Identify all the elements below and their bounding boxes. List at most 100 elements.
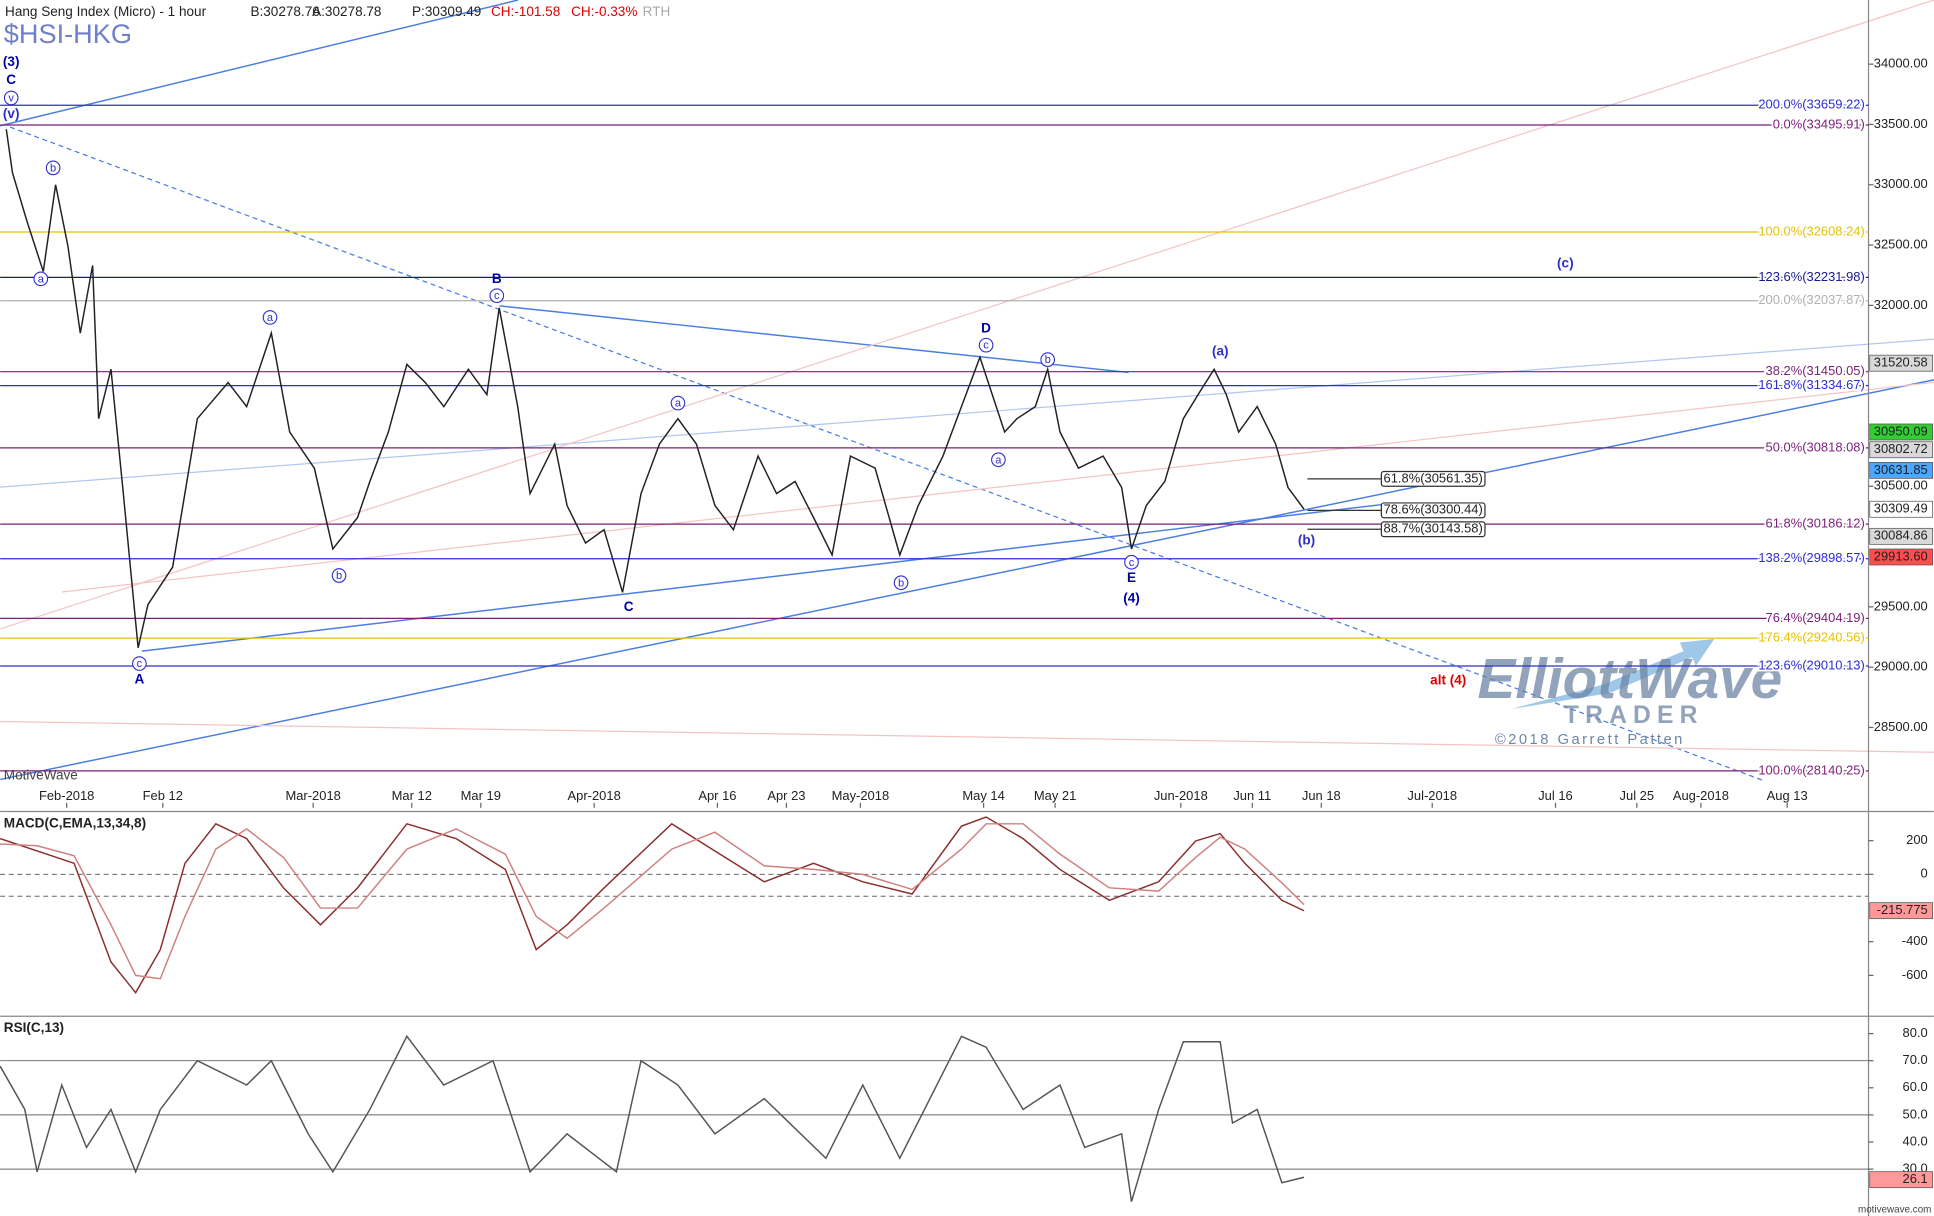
y-tick-label: 40.0 (1903, 1133, 1928, 1148)
y-tick-label: 32000.00 (1874, 297, 1928, 312)
wave-circle (331, 568, 347, 583)
quote-bid: B:30278.76 (250, 4, 319, 19)
wave-circle (132, 656, 147, 671)
wave-label: (v) (3, 106, 20, 121)
fib-label: 123.6%(29010.13) (1758, 657, 1864, 672)
wave-label: a (267, 312, 274, 324)
y-tick-label: 29500.00 (1874, 598, 1928, 613)
logo-copyright: ©2018 Garrett Patten (1495, 732, 1685, 748)
y-tick-label: 30500.00 (1874, 478, 1928, 493)
wave-label: B (492, 271, 502, 286)
watermark: MotiveWave (4, 767, 78, 782)
price-tag-label: 30309.49 (1874, 501, 1928, 516)
quote-change: CH:-101.58 (491, 4, 560, 19)
quote-ask: A:30278.78 (312, 4, 381, 19)
wave-circle (670, 395, 686, 411)
symbol: $HSI-HKG (4, 18, 132, 49)
fib-label: 76.4%(29404.19) (1766, 610, 1865, 625)
x-tick-label: Jun 18 (1302, 788, 1341, 803)
y-tick-label: -600 (1902, 967, 1928, 982)
logo-arrow (1510, 638, 1715, 710)
price-tag (1869, 461, 1934, 479)
wave-label: b (898, 577, 904, 589)
price-tag-label: 31520.58 (1874, 355, 1928, 370)
macd-title: MACD(C,EMA,13,34,8) (4, 815, 146, 830)
price-tag-label: 29913.60 (1874, 548, 1928, 563)
trend-line (61, 381, 1934, 593)
y-tick-label: 32500.00 (1874, 236, 1928, 251)
wave-circle (1040, 352, 1056, 367)
trend-line (0, 338, 1934, 488)
x-tick-label: Feb-2018 (39, 788, 94, 803)
y-tick-label: 28500.00 (1874, 719, 1928, 734)
trend-line (499, 305, 1129, 374)
y-tick-label: 29000.00 (1874, 659, 1928, 674)
x-tick-label: Aug-2018 (1673, 788, 1729, 803)
y-tick-label: 34000.00 (1874, 56, 1928, 71)
wave-label: C (624, 599, 634, 614)
retracement-label: 78.6%(30300.44) (1384, 502, 1483, 517)
wave-label: A (134, 671, 144, 686)
y-tick-label: 0 (1921, 866, 1928, 881)
y-tick-label: 60.0 (1903, 1079, 1928, 1094)
fib-label: 38.2%(31450.05) (1766, 363, 1865, 378)
wave-circle (1124, 554, 1139, 570)
retracement-label: 61.8%(30561.35) (1384, 470, 1483, 485)
wave-circle (45, 160, 61, 176)
y-tick-label: 33000.00 (1874, 176, 1928, 191)
fib-label: 61.8%(30186.12) (1766, 516, 1865, 531)
price-tag-label: 30084.86 (1874, 528, 1928, 543)
trend-line (0, 720, 1934, 753)
price-tag (1869, 441, 1934, 459)
wave-label: b (336, 570, 342, 582)
price-tag (1869, 423, 1934, 441)
x-tick-label: Jul 16 (1538, 788, 1573, 803)
quote-price: P:30309.49 (412, 4, 481, 19)
x-tick-label: May 14 (962, 788, 1004, 803)
wave-label: a (995, 454, 1002, 466)
chart-title: Hang Seng Index (Micro) - 1 hour (5, 4, 207, 19)
x-tick-label: Aug 13 (1767, 788, 1808, 803)
wave-label: b (50, 162, 56, 174)
x-tick-label: May 21 (1034, 788, 1076, 803)
wave-circle (3, 90, 19, 106)
trend-line (9, 126, 1764, 782)
fib-label: 200.0%(32037.87) (1758, 292, 1864, 307)
wave-circle (489, 288, 505, 304)
price-tag-label: -215.775 (1877, 902, 1928, 917)
x-tick-label: Apr-2018 (568, 788, 621, 803)
x-tick-label: Mar 19 (461, 788, 501, 803)
wave-label: (c) (1557, 255, 1574, 270)
wave-label: E (1127, 570, 1136, 585)
rsi-title: RSI(C,13) (4, 1020, 64, 1035)
wave-label: c (494, 290, 500, 302)
y-tick-label: 70.0 (1903, 1052, 1928, 1067)
price-tag (1869, 902, 1934, 920)
logo: ElliottWave TRADER ©2018 Garrett Patten (1478, 638, 1782, 748)
y-tick-label: 80.0 (1903, 1025, 1928, 1040)
footer: motivewave.com (1858, 1204, 1931, 1215)
trend-lines (0, 0, 1934, 782)
x-tick-label: Apr 16 (698, 788, 736, 803)
retracement-box (1380, 470, 1486, 487)
price-tag (1869, 500, 1934, 518)
series-line (5, 129, 1305, 648)
y-tick-label: -400 (1902, 933, 1928, 948)
trend-line (141, 502, 1394, 652)
quote-session: RTH (643, 4, 671, 19)
x-tick-label: Jul 25 (1620, 788, 1655, 803)
wave-label: (4) (1123, 591, 1140, 606)
y-tick-label: 33500.00 (1874, 116, 1928, 131)
fib-label: 161.8%(31334.67) (1758, 377, 1864, 392)
x-tick-label: Apr 23 (767, 788, 805, 803)
series-line (0, 823, 1305, 980)
price-tag-label: 30802.72 (1874, 441, 1928, 456)
y-tick-label: 50.0 (1903, 1106, 1928, 1121)
fib-label: 176.4%(29240.56) (1758, 630, 1864, 645)
wave-label: c (983, 340, 989, 352)
y-tick-label: 200 (1906, 832, 1928, 847)
price-tag (1869, 527, 1934, 545)
x-tick-label: May-2018 (832, 788, 890, 803)
wave-label: alt (4) (1430, 673, 1466, 688)
